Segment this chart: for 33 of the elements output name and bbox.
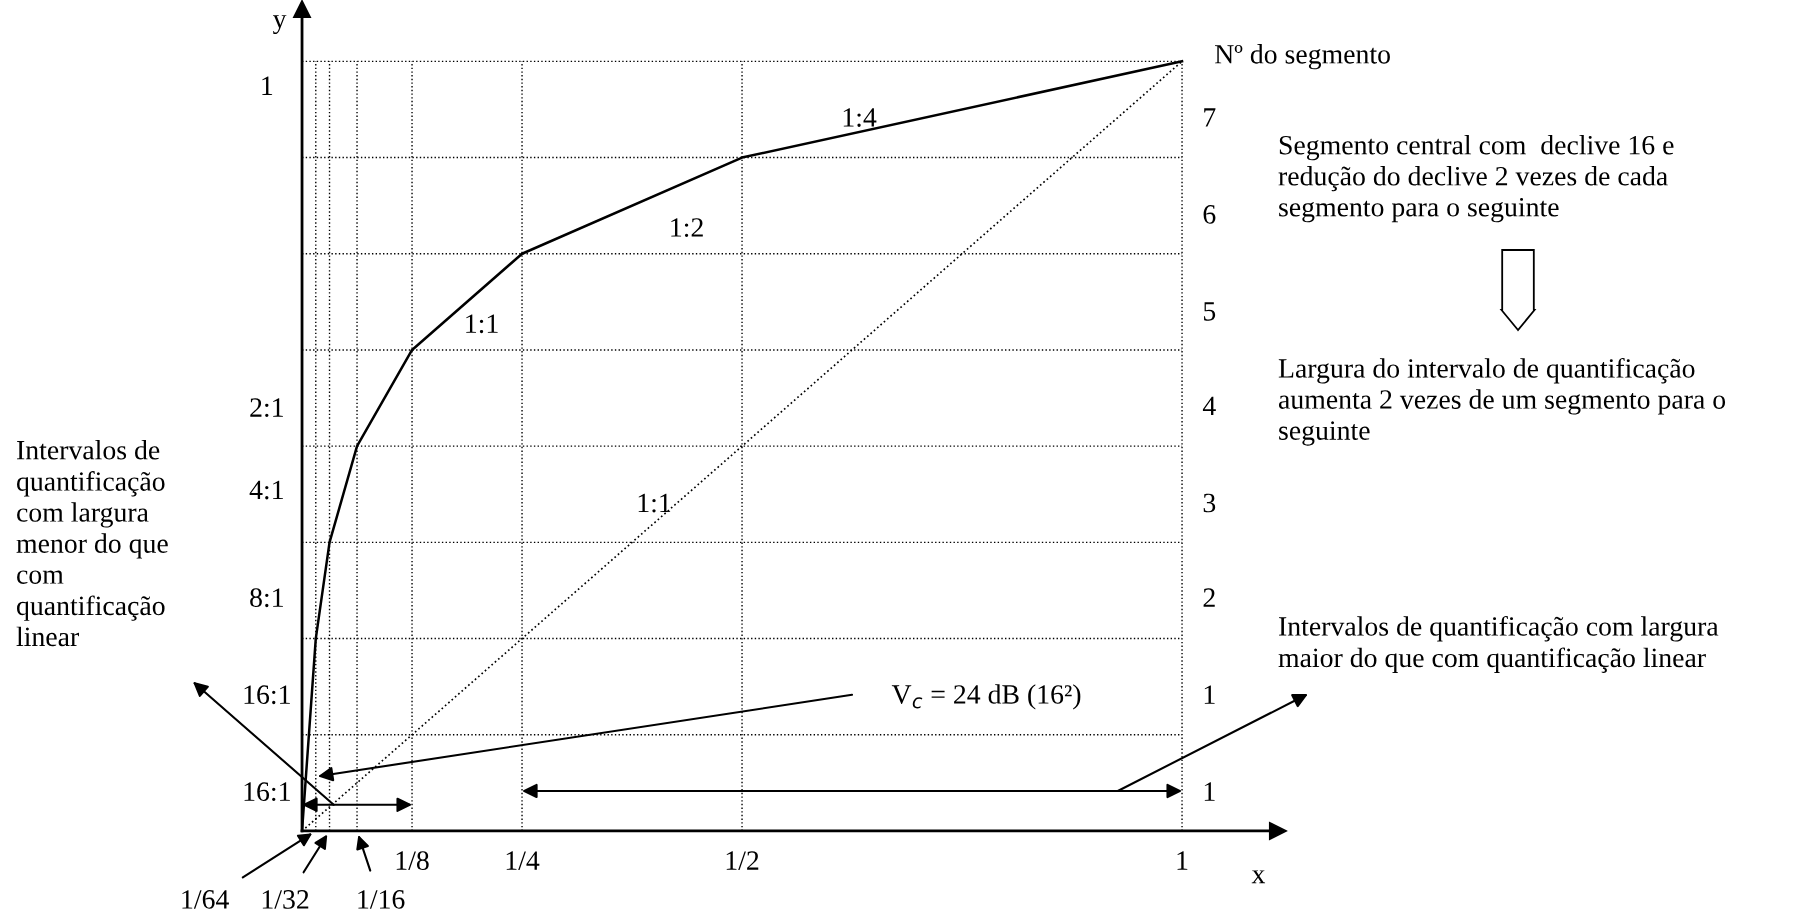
x-axis-title: x xyxy=(1251,870,1266,884)
annotation: 4 xyxy=(1202,396,1216,416)
annotation: 6 xyxy=(1203,205,1216,224)
text: 1 xyxy=(262,76,273,95)
annotation: 7 xyxy=(1204,108,1216,127)
annotation: 1 xyxy=(1204,685,1215,704)
text: 16:1 xyxy=(244,685,290,705)
text: 4:1 xyxy=(249,480,283,500)
annotation: V$_{c}$ = 24 dB (16²) xyxy=(891,684,1081,710)
x-tick-label: 1/4 xyxy=(506,851,540,870)
annotation: Nº do segmento xyxy=(1215,44,1390,70)
annotation: 3 xyxy=(1203,493,1216,513)
text: 1/32 xyxy=(262,890,309,909)
text: Largura do intervalo de quantificação aumenta 2 vezes de um segmento para o seguinte xyxy=(1278,358,1726,446)
text: 1/16 xyxy=(358,890,405,909)
annotation: 1 xyxy=(1204,782,1215,801)
annotation: 5 xyxy=(1203,302,1216,321)
x-tick-label: 1 xyxy=(1177,851,1188,870)
text: 1/64 xyxy=(182,890,229,909)
text: Intervalos de quantificação com largura maior do que com quantificação linear xyxy=(1278,616,1719,673)
annotation: 1:4 xyxy=(843,108,877,127)
y-axis-title: y xyxy=(272,15,287,34)
text: Intervalos de quantificação com largura menor do que com quantificação linear xyxy=(16,440,168,647)
annotation: 1:1 xyxy=(638,493,671,513)
text: 8:1 xyxy=(250,588,283,608)
annotation: 2 xyxy=(1203,588,1215,607)
x-tick-label: 1/2 xyxy=(726,851,759,870)
text: 2:1 xyxy=(250,398,283,418)
text: Segmento central com declive 16 e redução do declive 2 vezes de cada segmento para o seguinte xyxy=(1278,135,1674,223)
annotation: 1:2 xyxy=(671,218,703,237)
text: 16:1 xyxy=(244,782,290,802)
x-tick-label: 1/8 xyxy=(396,851,429,870)
annotation: 1:1 xyxy=(466,314,498,334)
